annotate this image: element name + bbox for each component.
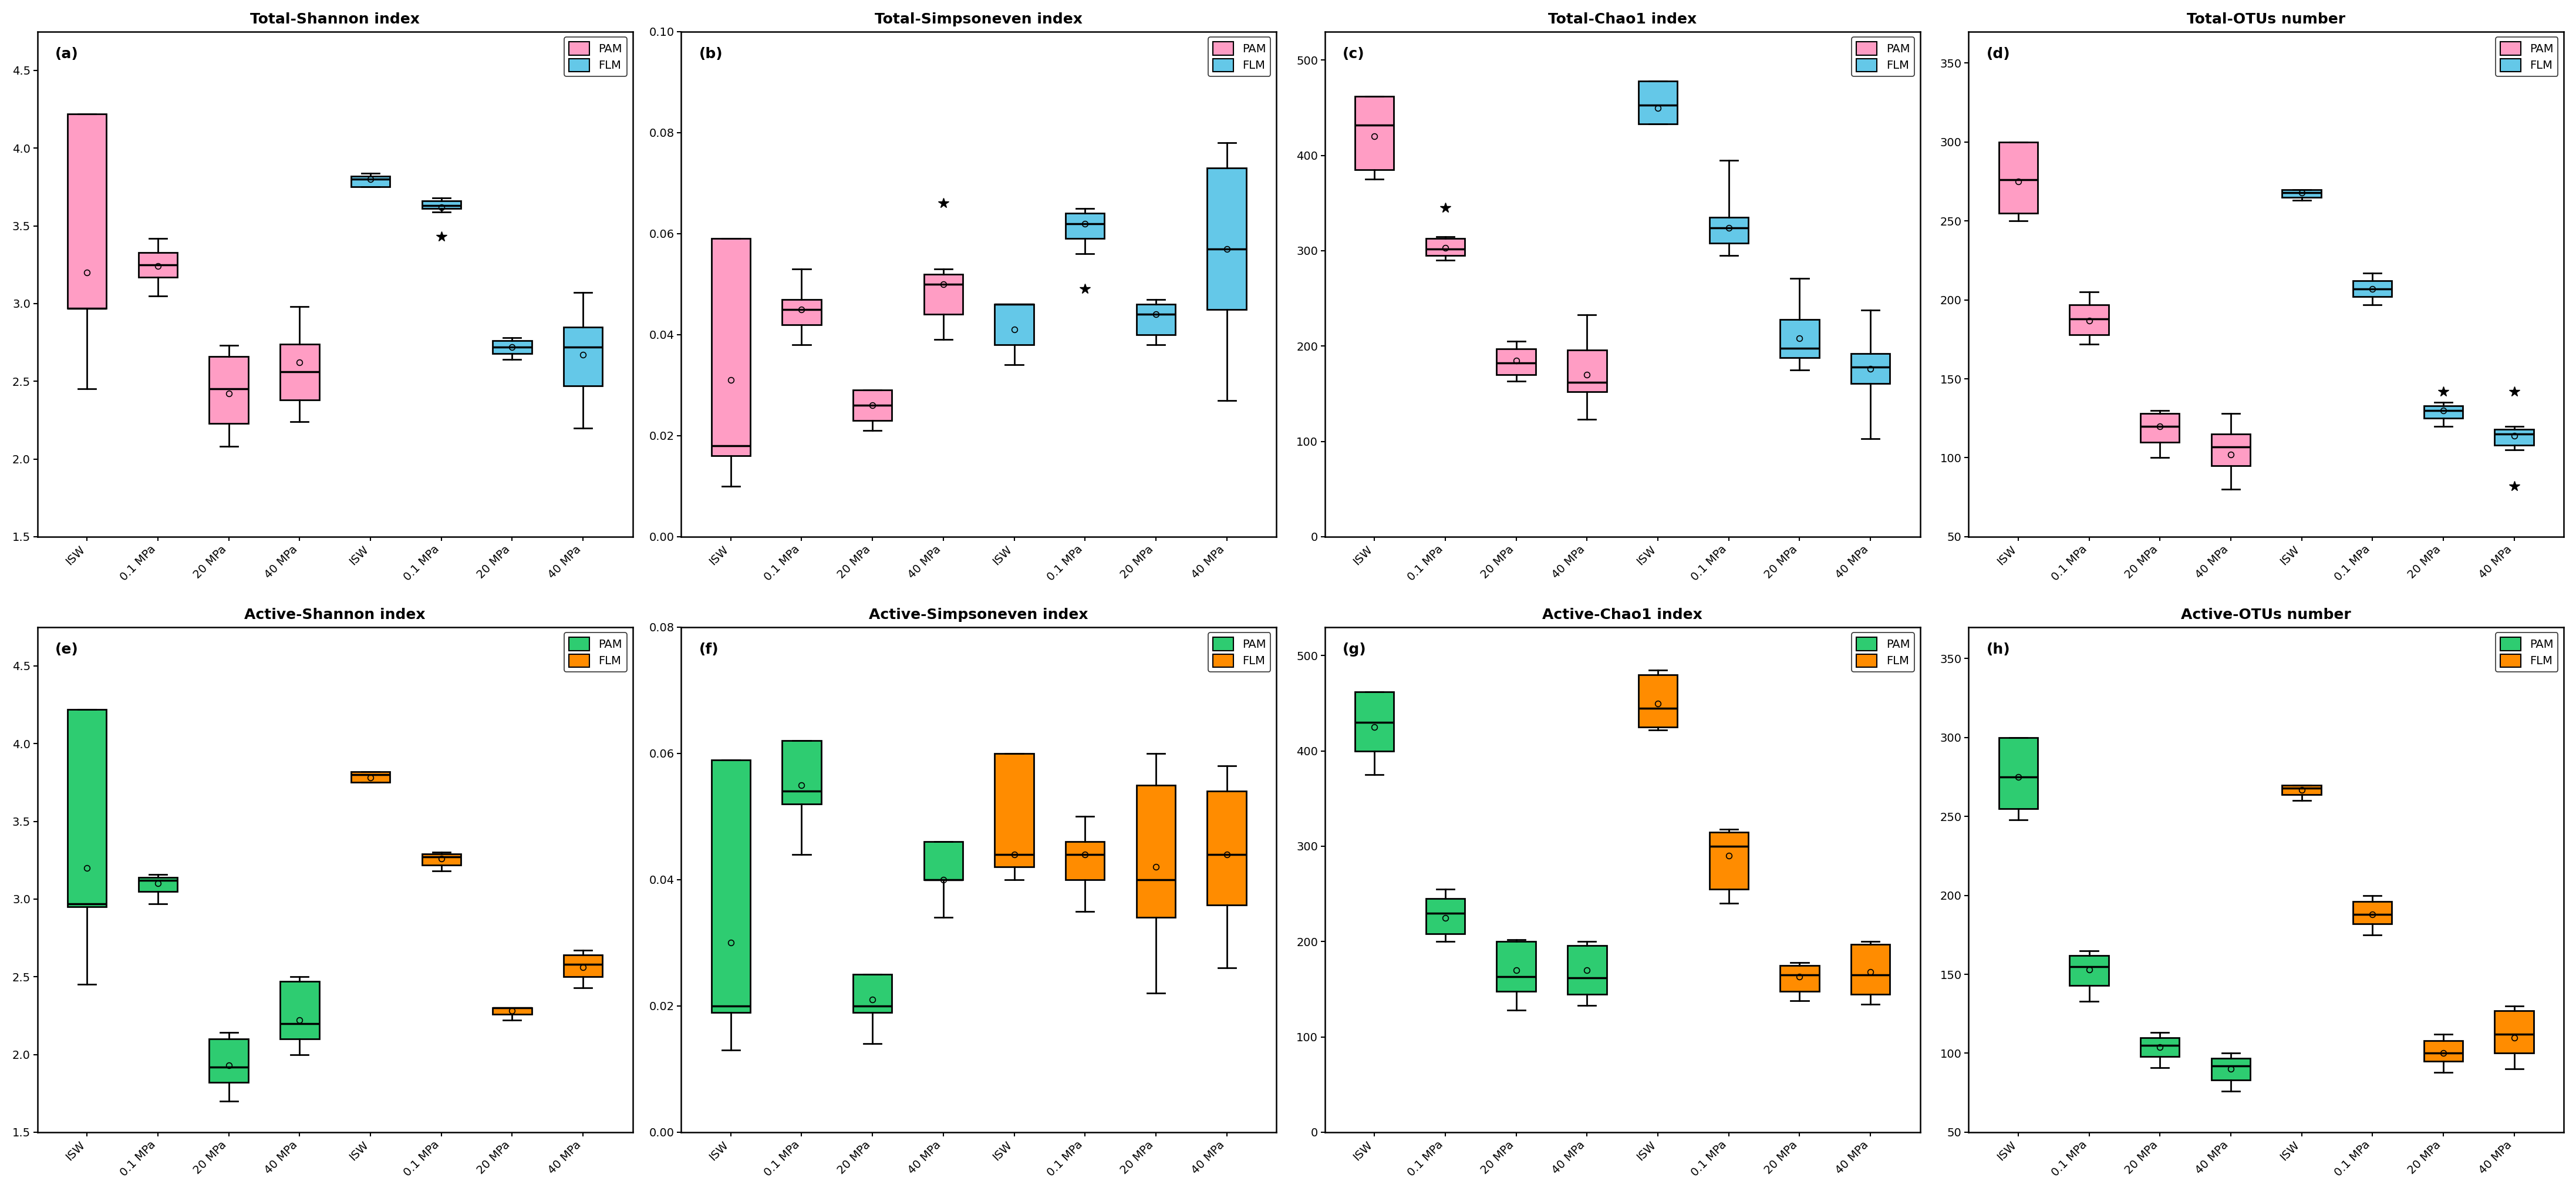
Text: (a): (a) — [54, 46, 80, 61]
Bar — [1780, 966, 1819, 991]
Bar — [1710, 833, 1749, 890]
Title: Total-Simpsoneven index: Total-Simpsoneven index — [876, 12, 1082, 26]
Bar — [2352, 281, 2393, 297]
Text: (h): (h) — [1986, 642, 2009, 656]
Bar — [2069, 955, 2110, 985]
Title: Active-OTUs number: Active-OTUs number — [2182, 607, 2352, 622]
Bar — [422, 201, 461, 208]
Legend: PAM, FLM: PAM, FLM — [564, 632, 626, 672]
Bar — [564, 326, 603, 386]
Bar — [1852, 944, 1891, 994]
Legend: PAM, FLM: PAM, FLM — [1208, 37, 1270, 76]
Bar — [1355, 692, 1394, 752]
Bar — [1638, 675, 1677, 728]
Bar — [1355, 96, 1394, 170]
Bar — [2069, 305, 2110, 335]
Bar — [209, 1039, 247, 1083]
Legend: PAM, FLM: PAM, FLM — [1208, 632, 1270, 672]
Bar — [711, 760, 750, 1012]
Bar — [2494, 429, 2535, 445]
Bar — [1999, 142, 2038, 213]
Text: (f): (f) — [698, 642, 719, 656]
Title: Active-Simpsoneven index: Active-Simpsoneven index — [868, 607, 1090, 622]
Bar — [1569, 946, 1607, 994]
Bar — [1497, 349, 1535, 375]
Bar — [1136, 305, 1175, 335]
Bar — [853, 391, 891, 420]
Legend: PAM, FLM: PAM, FLM — [2496, 632, 2558, 672]
Bar — [994, 305, 1033, 344]
Text: (d): (d) — [1986, 46, 2009, 61]
Bar — [492, 341, 531, 354]
Bar — [1427, 238, 1466, 256]
Title: Active-Chao1 index: Active-Chao1 index — [1543, 607, 1703, 622]
Title: Total-OTUs number: Total-OTUs number — [2187, 12, 2347, 26]
Bar — [350, 176, 389, 187]
Title: Active-Shannon index: Active-Shannon index — [245, 607, 425, 622]
Bar — [492, 1008, 531, 1014]
Title: Total-Chao1 index: Total-Chao1 index — [1548, 12, 1698, 26]
Legend: PAM, FLM: PAM, FLM — [1852, 632, 1914, 672]
Bar — [711, 238, 750, 456]
Text: (b): (b) — [698, 46, 724, 61]
Bar — [1569, 350, 1607, 392]
Bar — [2424, 406, 2463, 418]
Bar — [2494, 1011, 2535, 1053]
Bar — [1208, 791, 1247, 905]
Bar — [1710, 218, 1749, 243]
Text: (c): (c) — [1342, 46, 1365, 61]
Bar — [209, 356, 247, 423]
Bar — [1780, 319, 1819, 357]
Bar — [139, 878, 178, 891]
Bar — [925, 274, 963, 314]
Bar — [2210, 1058, 2251, 1080]
Bar — [925, 842, 963, 880]
Bar — [2141, 413, 2179, 442]
Title: Total-Shannon index: Total-Shannon index — [250, 12, 420, 26]
Bar — [2141, 1037, 2179, 1056]
Bar — [1066, 213, 1105, 238]
Bar — [1852, 354, 1891, 384]
Bar — [2210, 434, 2251, 466]
Text: (g): (g) — [1342, 642, 1368, 656]
Bar — [139, 252, 178, 278]
Bar — [2282, 189, 2321, 198]
Legend: PAM, FLM: PAM, FLM — [1852, 37, 1914, 76]
Bar — [67, 710, 106, 906]
Bar — [2282, 785, 2321, 794]
Bar — [1497, 942, 1535, 991]
Bar — [994, 754, 1033, 867]
Legend: PAM, FLM: PAM, FLM — [564, 37, 626, 76]
Bar — [564, 955, 603, 977]
Bar — [1999, 737, 2038, 809]
Bar — [281, 344, 319, 400]
Bar — [1638, 81, 1677, 124]
Bar — [1136, 785, 1175, 917]
Bar — [783, 299, 822, 324]
Bar — [281, 981, 319, 1039]
Text: (e): (e) — [54, 642, 80, 656]
Bar — [783, 741, 822, 804]
Bar — [1208, 168, 1247, 310]
Bar — [1427, 899, 1466, 934]
Bar — [67, 114, 106, 308]
Bar — [350, 772, 389, 782]
Bar — [422, 854, 461, 865]
Bar — [853, 974, 891, 1012]
Bar — [2424, 1041, 2463, 1061]
Bar — [1066, 842, 1105, 880]
Bar — [2352, 902, 2393, 924]
Legend: PAM, FLM: PAM, FLM — [2496, 37, 2558, 76]
